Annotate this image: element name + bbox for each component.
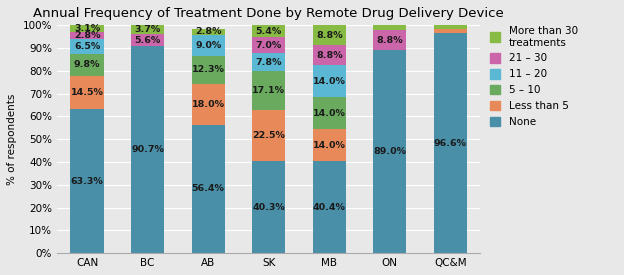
Bar (192, 125, 225, 253)
Text: 3.1%: 3.1% (74, 24, 100, 33)
Bar (131, 34, 164, 46)
Bar (434, 33, 467, 253)
Title: Annual Frequency of Treatment Done by Remote Drug Delivery Device: Annual Frequency of Treatment Done by Re… (33, 7, 504, 20)
Bar (192, 29, 225, 35)
Text: 14.0%: 14.0% (313, 77, 346, 86)
Text: 3.7%: 3.7% (135, 25, 161, 34)
Bar (252, 110, 285, 161)
Bar (71, 109, 104, 253)
Text: 2.8%: 2.8% (195, 28, 222, 36)
Bar (313, 45, 346, 65)
Text: 63.3%: 63.3% (71, 177, 104, 186)
Text: 17.1%: 17.1% (252, 86, 285, 95)
Text: 90.7%: 90.7% (131, 145, 164, 154)
Bar (313, 161, 346, 253)
Text: 7.8%: 7.8% (255, 58, 282, 67)
Bar (192, 35, 225, 56)
Bar (373, 50, 406, 253)
Y-axis label: % of respondents: % of respondents (7, 94, 17, 185)
Bar (71, 54, 104, 76)
Bar (252, 37, 285, 53)
Text: 12.3%: 12.3% (192, 65, 225, 74)
Text: 22.5%: 22.5% (252, 131, 285, 140)
Bar (434, 29, 467, 33)
Text: 56.4%: 56.4% (192, 185, 225, 193)
Bar (131, 46, 164, 253)
Bar (192, 56, 225, 84)
Text: 5.4%: 5.4% (256, 27, 282, 36)
Text: 96.6%: 96.6% (434, 139, 467, 148)
Bar (71, 25, 104, 32)
Bar (313, 65, 346, 97)
Text: 2.8%: 2.8% (74, 31, 100, 40)
Text: 5.6%: 5.6% (135, 35, 161, 45)
Legend: More than 30
treatments, 21 – 30, 11 – 20, 5 – 10, Less than 5, None: More than 30 treatments, 21 – 30, 11 – 2… (490, 26, 578, 127)
Text: 9.8%: 9.8% (74, 60, 100, 69)
Text: 9.0%: 9.0% (195, 41, 222, 50)
Bar (373, 25, 406, 30)
Bar (252, 25, 285, 37)
Text: 14.0%: 14.0% (313, 109, 346, 118)
Bar (313, 97, 346, 129)
Bar (131, 25, 164, 34)
Text: 8.8%: 8.8% (316, 31, 343, 40)
Bar (71, 39, 104, 54)
Text: 89.0%: 89.0% (373, 147, 406, 156)
Text: 7.0%: 7.0% (256, 41, 282, 50)
Bar (71, 76, 104, 109)
Bar (252, 53, 285, 71)
Text: 40.4%: 40.4% (313, 203, 346, 212)
Text: 8.8%: 8.8% (376, 36, 403, 45)
Bar (434, 25, 467, 29)
Text: 8.8%: 8.8% (316, 51, 343, 60)
Text: 18.0%: 18.0% (192, 100, 225, 109)
Bar (252, 71, 285, 110)
Text: 14.5%: 14.5% (71, 88, 104, 97)
Text: 14.0%: 14.0% (313, 141, 346, 150)
Text: 6.5%: 6.5% (74, 42, 100, 51)
Bar (313, 25, 346, 45)
Bar (252, 161, 285, 253)
Bar (313, 129, 346, 161)
Bar (373, 30, 406, 50)
Text: 40.3%: 40.3% (252, 203, 285, 212)
Bar (192, 84, 225, 125)
Bar (71, 32, 104, 39)
